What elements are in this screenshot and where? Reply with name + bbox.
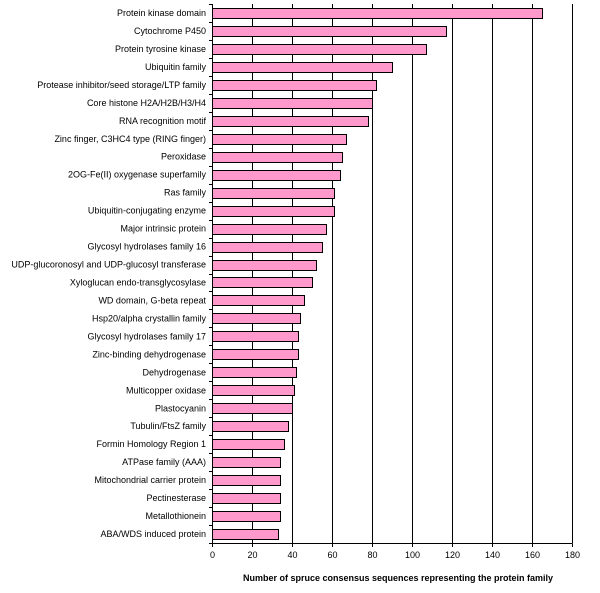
category-label: ABA/WDS induced protein — [100, 529, 206, 539]
bar — [212, 475, 281, 486]
category-label: Major intrinsic protein — [120, 224, 206, 234]
category-label: Metallothionein — [145, 511, 206, 521]
bar — [212, 170, 341, 181]
x-tick-label: 0 — [210, 550, 215, 560]
category-label: Tubulin/FtsZ family — [130, 421, 206, 431]
category-label: Ras family — [164, 188, 207, 198]
category-label: Zinc finger, C3HC4 type (RING finger) — [54, 134, 206, 144]
category-label: Dehydrogenase — [142, 367, 206, 377]
axes — [209, 4, 573, 547]
category-label: Plastocyanin — [155, 403, 206, 413]
bar — [212, 493, 281, 504]
bar — [212, 529, 279, 540]
category-label: Protein tyrosine kinase — [115, 44, 206, 54]
bar — [212, 439, 285, 450]
category-label: Mitochondrial carrier protein — [94, 475, 206, 485]
category-label: ATPase family (AAA) — [122, 457, 206, 467]
x-tick-label: 80 — [367, 550, 377, 560]
x-tick-label: 140 — [485, 550, 500, 560]
gridlines — [252, 4, 573, 543]
bar — [212, 188, 335, 199]
bar — [212, 295, 305, 306]
category-label: Glycosyl hydrolases family 16 — [87, 242, 206, 252]
bar — [212, 313, 301, 324]
category-label: Glycosyl hydrolases family 17 — [87, 331, 206, 341]
x-tick-label: 100 — [405, 550, 420, 560]
x-tick-label: 180 — [565, 550, 580, 560]
x-tick-label: 20 — [247, 550, 257, 560]
bar — [212, 403, 293, 414]
category-label: Protease inhibitor/seed storage/LTP fami… — [37, 80, 206, 90]
category-label: Xyloglucan endo-transglycosylase — [70, 277, 206, 287]
bar — [212, 116, 369, 127]
category-label: Pectinesterase — [146, 493, 206, 503]
bar — [212, 26, 447, 37]
bar — [212, 134, 347, 145]
category-label: Hsp20/alpha crystallin family — [92, 313, 207, 323]
x-axis-title: Number of spruce consensus sequences rep… — [243, 573, 553, 583]
bar — [212, 224, 327, 235]
bar — [212, 8, 543, 19]
bar — [212, 206, 335, 217]
bar — [212, 331, 299, 342]
bar — [212, 367, 297, 378]
category-label: Protein kinase domain — [117, 8, 206, 18]
category-label: Zinc-binding dehydrogenase — [92, 349, 206, 359]
bar — [212, 242, 323, 253]
bar — [212, 44, 427, 55]
x-tick-label: 120 — [445, 550, 460, 560]
x-tick-label: 160 — [525, 550, 540, 560]
category-label: Formin Homology Region 1 — [96, 439, 206, 449]
category-label: WD domain, G-beta repeat — [98, 295, 206, 305]
bar — [212, 62, 393, 73]
bar — [212, 98, 373, 109]
x-tick-label: 40 — [287, 550, 297, 560]
category-label: 2OG-Fe(II) oxygenase superfamily — [68, 170, 207, 180]
category-label: Cytochrome P450 — [134, 26, 206, 36]
bar — [212, 80, 377, 91]
bar — [212, 511, 281, 522]
category-label: Ubiquitin family — [145, 62, 207, 72]
x-tick-label: 60 — [327, 550, 337, 560]
bar — [212, 349, 299, 360]
x-tick-labels: 0 20 40 60 80 100 120 140 160 180 — [210, 550, 580, 560]
bar — [212, 152, 343, 163]
category-label: Core histone H2A/H2B/H3/H4 — [87, 98, 206, 108]
bar — [212, 260, 317, 271]
bar — [212, 385, 295, 396]
category-label: Peroxidase — [161, 152, 206, 162]
category-label: RNA recognition motif — [119, 116, 207, 126]
category-label: Multicopper oxidase — [126, 385, 206, 395]
category-label: Ubiquitin-conjugating enzyme — [88, 206, 206, 216]
bar — [212, 277, 313, 288]
category-label: UDP-glucoronosyl and UDP-glucosyl transf… — [11, 260, 206, 270]
bar — [212, 421, 289, 432]
bar — [212, 457, 281, 468]
category-labels: Protein kinase domain Cytochrome P450 Prot… — [11, 8, 206, 539]
